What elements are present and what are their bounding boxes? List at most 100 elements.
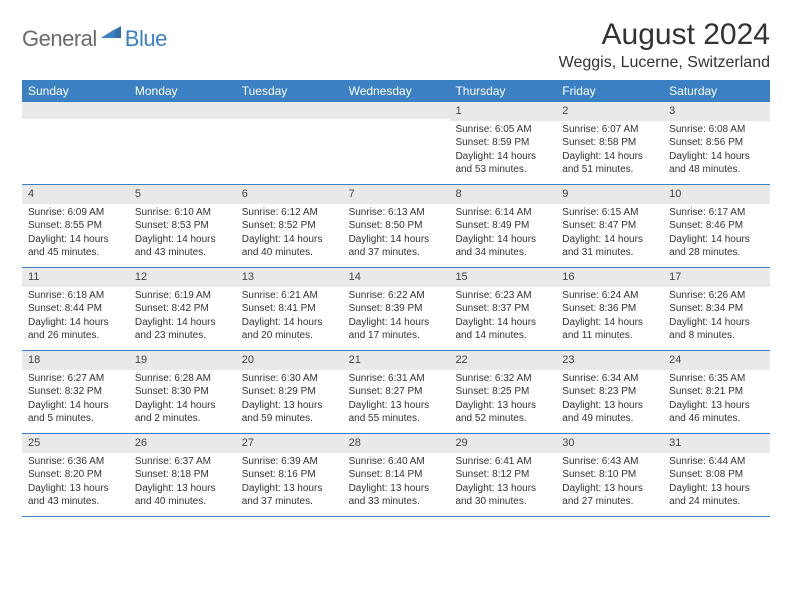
sunset-text: Sunset: 8:58 PM <box>562 136 657 150</box>
daylight-text: Daylight: 13 hours and 24 minutes. <box>669 482 764 509</box>
sunset-text: Sunset: 8:16 PM <box>242 468 337 482</box>
sunset-text: Sunset: 8:46 PM <box>669 219 764 233</box>
sunset-text: Sunset: 8:25 PM <box>455 385 550 399</box>
day-number: 22 <box>449 351 556 370</box>
weekday-header: Monday <box>129 80 236 102</box>
day-cell: 15Sunrise: 6:23 AMSunset: 8:37 PMDayligh… <box>449 268 556 350</box>
daylight-text: Daylight: 13 hours and 43 minutes. <box>28 482 123 509</box>
day-body: Sunrise: 6:17 AMSunset: 8:46 PMDaylight:… <box>663 204 770 264</box>
daylight-text: Daylight: 14 hours and 11 minutes. <box>562 316 657 343</box>
sunrise-text: Sunrise: 6:07 AM <box>562 123 657 137</box>
sunrise-text: Sunrise: 6:34 AM <box>562 372 657 386</box>
day-number: 14 <box>343 268 450 287</box>
logo-text-blue: Blue <box>125 26 167 52</box>
location-label: Weggis, Lucerne, Switzerland <box>559 54 770 72</box>
day-body: Sunrise: 6:30 AMSunset: 8:29 PMDaylight:… <box>236 370 343 430</box>
sunset-text: Sunset: 8:47 PM <box>562 219 657 233</box>
sunset-text: Sunset: 8:23 PM <box>562 385 657 399</box>
logo-mark-icon <box>101 24 123 45</box>
sunrise-text: Sunrise: 6:32 AM <box>455 372 550 386</box>
day-cell: 30Sunrise: 6:43 AMSunset: 8:10 PMDayligh… <box>556 434 663 516</box>
day-cell: 22 Sunrise: 6:32 AMSunset: 8:25 PMDayligh… <box>449 351 556 433</box>
sunset-text: Sunset: 8:30 PM <box>135 385 230 399</box>
day-cell: 26Sunrise: 6:37 AMSunset: 8:18 PMDayligh… <box>129 434 236 516</box>
header: General Blue August 2024 Weggis, Lucerne… <box>22 18 770 72</box>
sunrise-text: Sunrise: 6:43 AM <box>562 455 657 469</box>
weekday-header: Sunday <box>22 80 129 102</box>
day-body: Sunrise: 6:28 AMSunset: 8:30 PMDaylight:… <box>129 370 236 430</box>
day-body: Sunrise: 6:35 AMSunset: 8:21 PMDaylight:… <box>663 370 770 430</box>
day-cell: 2 Sunrise: 6:07 AMSunset: 8:58 PMDaylight… <box>556 102 663 184</box>
day-body: Sunrise: 6:21 AMSunset: 8:41 PMDaylight:… <box>236 287 343 347</box>
sunrise-text: Sunrise: 6:18 AM <box>28 289 123 303</box>
daylight-text: Daylight: 13 hours and 52 minutes. <box>455 399 550 426</box>
day-cell: 29Sunrise: 6:41 AMSunset: 8:12 PMDayligh… <box>449 434 556 516</box>
day-number: 26 <box>129 434 236 453</box>
day-number <box>343 102 450 119</box>
sunset-text: Sunset: 8:41 PM <box>242 302 337 316</box>
sunrise-text: Sunrise: 6:08 AM <box>669 123 764 137</box>
sunset-text: Sunset: 8:08 PM <box>669 468 764 482</box>
sunrise-text: Sunrise: 6:10 AM <box>135 206 230 220</box>
calendar-grid: SundayMondayTuesdayWednesdayThursdayFrid… <box>22 80 770 517</box>
weeks-container: 1Sunrise: 6:05 AMSunset: 8:59 PMDaylight… <box>22 102 770 517</box>
day-body: Sunrise: 6:31 AMSunset: 8:27 PMDaylight:… <box>343 370 450 430</box>
day-number: 16 <box>556 268 663 287</box>
daylight-text: Daylight: 14 hours and 51 minutes. <box>562 150 657 177</box>
day-cell: 25Sunrise: 6:36 AMSunset: 8:20 PMDayligh… <box>22 434 129 516</box>
weekday-header: Thursday <box>449 80 556 102</box>
day-cell: 20Sunrise: 6:30 AMSunset: 8:29 PMDayligh… <box>236 351 343 433</box>
day-cell: 5Sunrise: 6:10 AMSunset: 8:53 PMDaylight… <box>129 185 236 267</box>
day-number: 3 <box>663 102 770 121</box>
sunset-text: Sunset: 8:20 PM <box>28 468 123 482</box>
daylight-text: Daylight: 14 hours and 8 minutes. <box>669 316 764 343</box>
sunset-text: Sunset: 8:52 PM <box>242 219 337 233</box>
sunrise-text: Sunrise: 6:13 AM <box>349 206 444 220</box>
day-cell: 23Sunrise: 6:34 AMSunset: 8:23 PMDayligh… <box>556 351 663 433</box>
day-body: Sunrise: 6:15 AMSunset: 8:47 PMDaylight:… <box>556 204 663 264</box>
daylight-text: Daylight: 13 hours and 37 minutes. <box>242 482 337 509</box>
day-cell: 27Sunrise: 6:39 AMSunset: 8:16 PMDayligh… <box>236 434 343 516</box>
day-number: 9 <box>556 185 663 204</box>
day-cell <box>343 102 450 184</box>
daylight-text: Daylight: 14 hours and 31 minutes. <box>562 233 657 260</box>
sunrise-text: Sunrise: 6:24 AM <box>562 289 657 303</box>
day-cell: 31Sunrise: 6:44 AMSunset: 8:08 PMDayligh… <box>663 434 770 516</box>
day-cell: 3Sunrise: 6:08 AMSunset: 8:56 PMDaylight… <box>663 102 770 184</box>
logo-text-general: General <box>22 26 97 52</box>
day-number: 10 <box>663 185 770 204</box>
sunrise-text: Sunrise: 6:31 AM <box>349 372 444 386</box>
day-body: Sunrise: 6:19 AMSunset: 8:42 PMDaylight:… <box>129 287 236 347</box>
day-number: 18 <box>22 351 129 370</box>
day-number: 23 <box>556 351 663 370</box>
day-body: Sunrise: 6:05 AMSunset: 8:59 PMDaylight:… <box>449 121 556 181</box>
day-number <box>129 102 236 119</box>
daylight-text: Daylight: 14 hours and 37 minutes. <box>349 233 444 260</box>
sunset-text: Sunset: 8:32 PM <box>28 385 123 399</box>
day-cell: 8Sunrise: 6:14 AMSunset: 8:49 PMDaylight… <box>449 185 556 267</box>
sunset-text: Sunset: 8:36 PM <box>562 302 657 316</box>
daylight-text: Daylight: 14 hours and 17 minutes. <box>349 316 444 343</box>
sunset-text: Sunset: 8:42 PM <box>135 302 230 316</box>
sunrise-text: Sunrise: 6:12 AM <box>242 206 337 220</box>
week-row: 25Sunrise: 6:36 AMSunset: 8:20 PMDayligh… <box>22 434 770 517</box>
daylight-text: Daylight: 13 hours and 49 minutes. <box>562 399 657 426</box>
daylight-text: Daylight: 14 hours and 34 minutes. <box>455 233 550 260</box>
calendar-page: General Blue August 2024 Weggis, Lucerne… <box>0 0 792 517</box>
sunrise-text: Sunrise: 6:22 AM <box>349 289 444 303</box>
day-number: 4 <box>22 185 129 204</box>
day-number: 2 <box>556 102 663 121</box>
sunset-text: Sunset: 8:14 PM <box>349 468 444 482</box>
day-number: 29 <box>449 434 556 453</box>
day-cell: 12Sunrise: 6:19 AMSunset: 8:42 PMDayligh… <box>129 268 236 350</box>
sunrise-text: Sunrise: 6:28 AM <box>135 372 230 386</box>
day-number: 31 <box>663 434 770 453</box>
sunrise-text: Sunrise: 6:15 AM <box>562 206 657 220</box>
day-cell <box>129 102 236 184</box>
day-body: Sunrise: 6:24 AMSunset: 8:36 PMDaylight:… <box>556 287 663 347</box>
day-body: Sunrise: 6:13 AMSunset: 8:50 PMDaylight:… <box>343 204 450 264</box>
sunset-text: Sunset: 8:59 PM <box>455 136 550 150</box>
sunrise-text: Sunrise: 6:14 AM <box>455 206 550 220</box>
sunrise-text: Sunrise: 6:36 AM <box>28 455 123 469</box>
day-body: Sunrise: 6:34 AMSunset: 8:23 PMDaylight:… <box>556 370 663 430</box>
